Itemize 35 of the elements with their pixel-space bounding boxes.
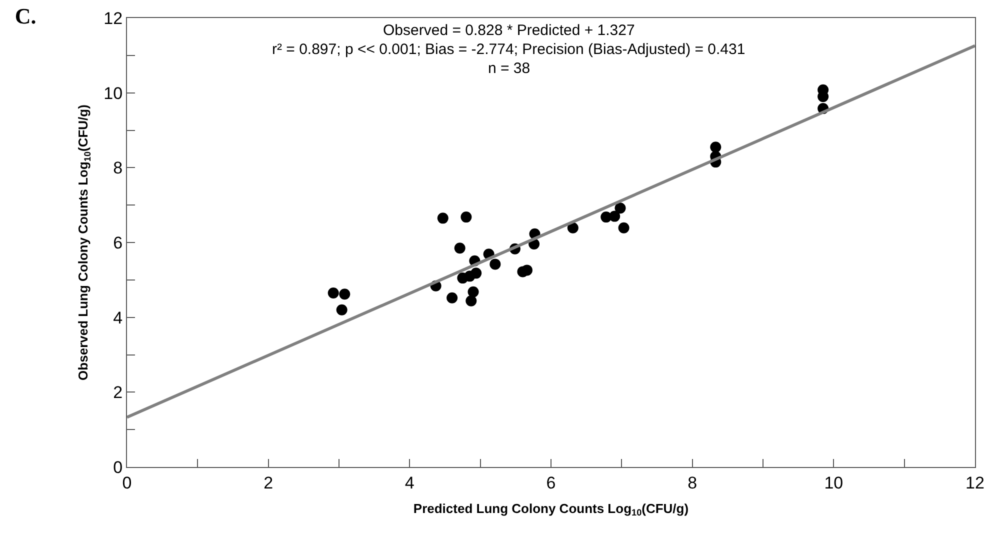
y-tick-label: 8 (113, 158, 123, 178)
y-tick-label: 6 (113, 233, 123, 252)
point (490, 258, 501, 270)
x-tick-label: 8 (688, 473, 698, 492)
point (460, 212, 472, 223)
point (446, 292, 458, 304)
y-tick-label: 4 (113, 308, 123, 328)
point (464, 270, 476, 282)
point (517, 266, 528, 278)
x-tick-label: 4 (404, 473, 414, 492)
point (454, 242, 466, 254)
x-tick-label: 10 (824, 473, 844, 492)
x-axis-title: Predicted Lung Colony Counts Log$_{10}$(CFU/g) (413, 501, 689, 518)
point (339, 288, 350, 300)
annotation: Observed = 0.828 * Predicted + 1.327 (383, 22, 635, 39)
annotation: r² = 0.897; p << 0.001; Bias = -2.774; Precision (Bias-Adjusted) = 0.431 (272, 41, 746, 58)
point (336, 304, 348, 316)
point (437, 212, 448, 224)
x-tick-label: 2 (264, 473, 274, 492)
point (710, 142, 722, 153)
x-tick-label: 6 (546, 473, 556, 492)
y-tick-label: 12 (104, 8, 123, 28)
point (328, 288, 339, 299)
y-tick-label: 0 (113, 458, 123, 477)
point (466, 295, 477, 306)
point (618, 222, 630, 234)
point (609, 210, 620, 222)
y-tick-label: 2 (113, 383, 123, 402)
point (468, 286, 479, 298)
y-tick-label: 10 (104, 84, 123, 103)
annotation: n = 38 (488, 60, 530, 77)
point (567, 222, 578, 234)
chart-title: C. (14, 4, 36, 29)
point (614, 202, 626, 214)
x-tick-label: 12 (966, 473, 984, 492)
